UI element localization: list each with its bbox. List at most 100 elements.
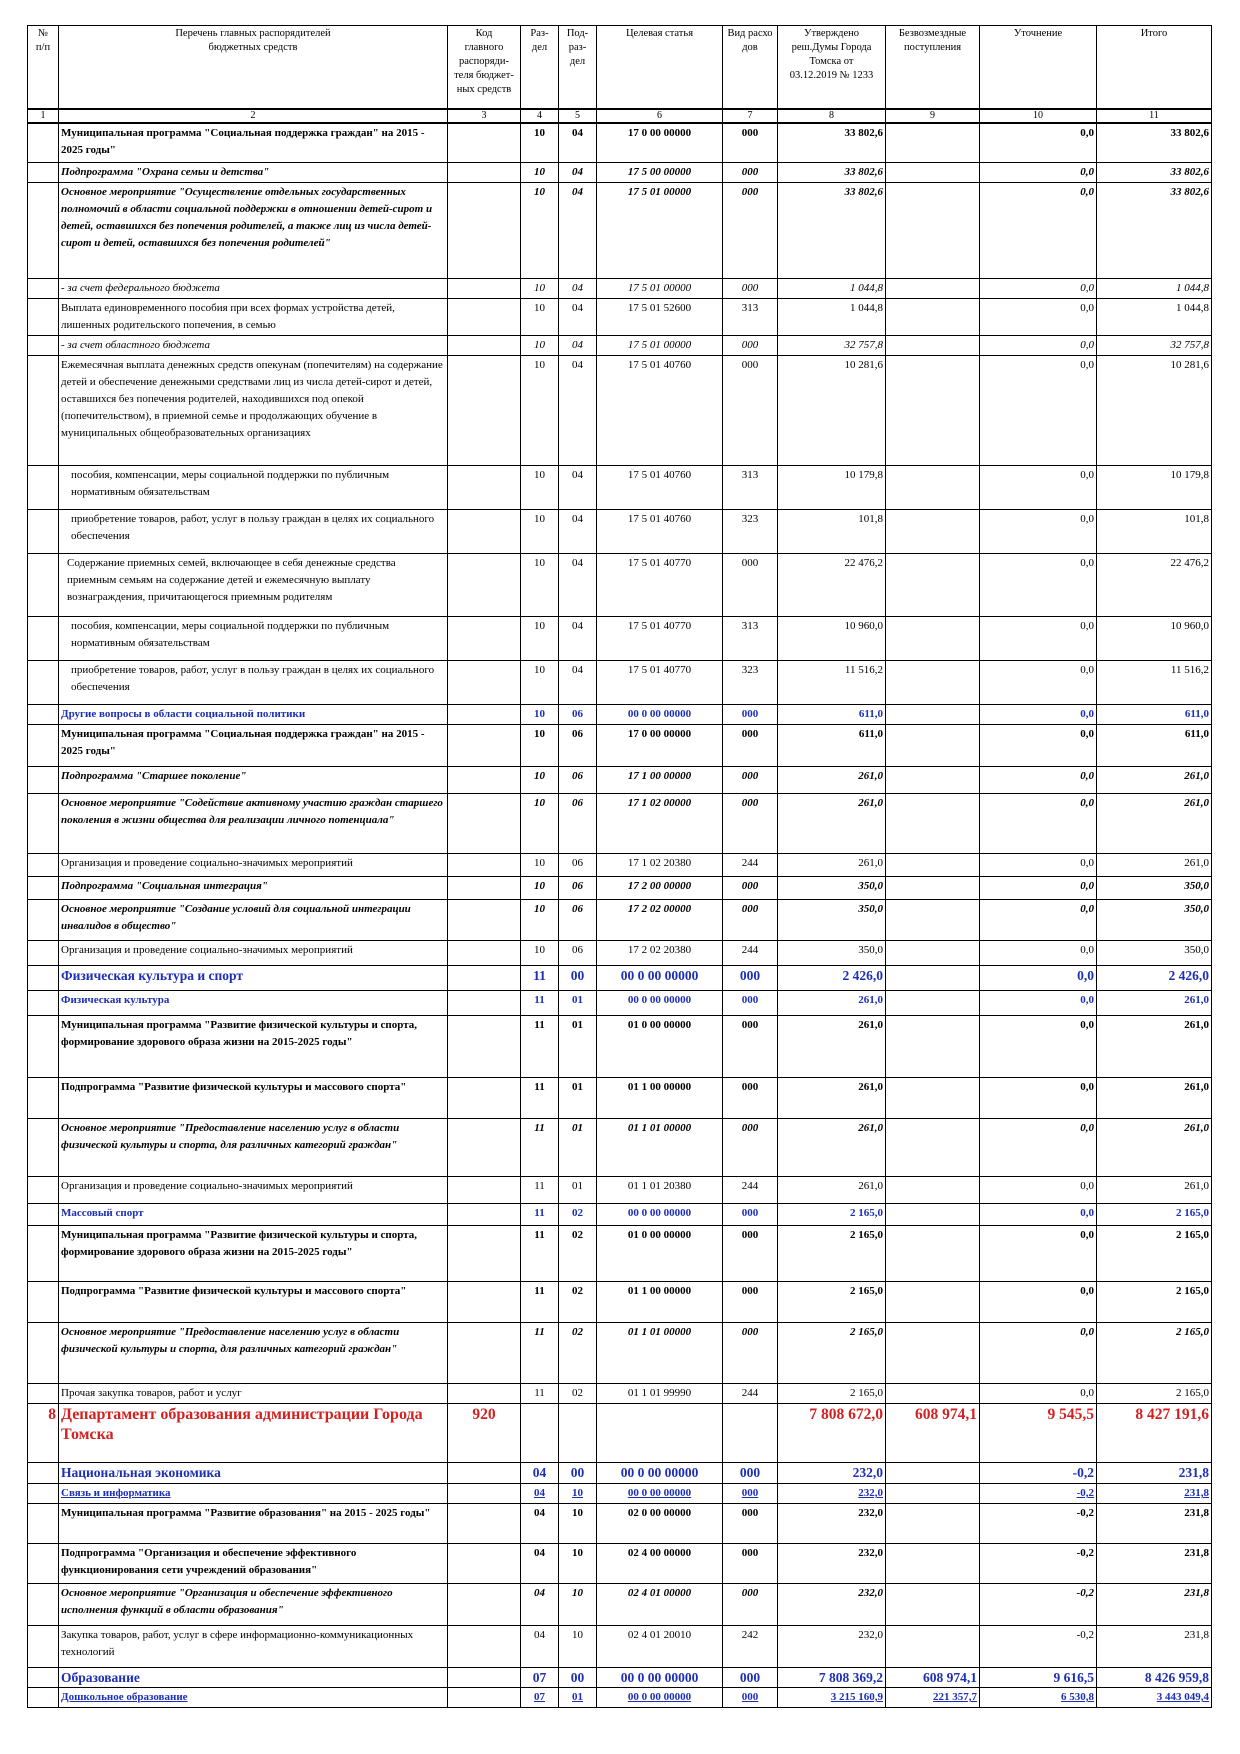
row-code xyxy=(447,1281,521,1323)
row-code xyxy=(447,1225,521,1282)
row-name: Муниципальная программа "Социальная подд… xyxy=(58,122,448,163)
row-target-article: 17 5 01 40760 xyxy=(596,465,723,510)
table-row: Образование 07 00 00 0 00 00000 000 7 808 369… xyxy=(27,1667,1212,1688)
row-razdel: 10 xyxy=(520,298,559,336)
row-target-article: 17 1 02 00000 xyxy=(596,793,723,854)
row-expense-type: 000 xyxy=(722,162,778,183)
row-podrazdel: 06 xyxy=(558,724,597,767)
table-row: Подпрограмма "Развитие физической культу… xyxy=(27,1077,1212,1119)
row-razdel: 10 xyxy=(520,355,559,466)
row-total: 231,8 xyxy=(1096,1625,1212,1668)
row-target-article: 01 1 01 00000 xyxy=(596,1322,723,1384)
row-total: 2 165,0 xyxy=(1096,1225,1212,1282)
table-row: Подпрограмма "Старшее поколение" 10 06 17 1… xyxy=(27,766,1212,794)
row-podrazdel: 04 xyxy=(558,122,597,163)
row-target-article: 17 0 00 00000 xyxy=(596,724,723,767)
row-number xyxy=(27,876,59,900)
row-number xyxy=(27,853,59,877)
row-number xyxy=(27,1383,59,1404)
row-razdel: 10 xyxy=(520,162,559,183)
row-podrazdel: 04 xyxy=(558,298,597,336)
header-target: Целевая статья xyxy=(596,25,723,110)
table-row: Подпрограмма "Развитие физической культу… xyxy=(27,1281,1212,1323)
column-number: 7 xyxy=(722,108,778,124)
row-name: Физическая культура и спорт xyxy=(58,965,448,991)
row-name: Организация и проведение социально-значи… xyxy=(58,853,448,877)
row-number xyxy=(27,162,59,183)
row-number xyxy=(27,965,59,991)
row-razdel: 04 xyxy=(520,1543,559,1584)
row-expense-type: 000 xyxy=(722,1462,778,1484)
row-expense-type: 313 xyxy=(722,616,778,661)
header-approved: Утверждено реш.Думы Города Томска от 03.… xyxy=(777,25,886,110)
row-approved-amount: 10 179,8 xyxy=(777,465,886,510)
row-target-article: 00 0 00 00000 xyxy=(596,1687,723,1708)
row-expense-type: 000 xyxy=(722,990,778,1016)
row-podrazdel: 01 xyxy=(558,1077,597,1119)
row-code xyxy=(447,298,521,336)
row-free-receipts xyxy=(885,616,980,661)
row-name: Основное мероприятие "Создание условий д… xyxy=(58,899,448,941)
row-name: - за счет федерального бюджета xyxy=(58,278,448,299)
table-row: Содержание приемных семей, включающее в … xyxy=(27,553,1212,617)
row-number xyxy=(27,616,59,661)
row-total: 231,8 xyxy=(1096,1543,1212,1584)
row-expense-type: 000 xyxy=(722,1077,778,1119)
row-code xyxy=(447,509,521,554)
row-razdel: 10 xyxy=(520,122,559,163)
row-expense-type: 000 xyxy=(722,1281,778,1323)
row-total: 231,8 xyxy=(1096,1583,1212,1626)
row-approved-amount: 350,0 xyxy=(777,940,886,966)
row-clarification: -0,2 xyxy=(979,1483,1097,1504)
header-razdel: Раз- дел xyxy=(520,25,559,110)
row-total: 261,0 xyxy=(1096,990,1212,1016)
row-clarification: 0,0 xyxy=(979,355,1097,466)
column-number: 3 xyxy=(447,108,521,124)
row-approved-amount: 261,0 xyxy=(777,1176,886,1204)
row-razdel: 10 xyxy=(520,616,559,661)
header-code: Код главного распоряди- теля бюджет- ных… xyxy=(447,25,521,110)
row-razdel: 10 xyxy=(520,465,559,510)
row-clarification: -0,2 xyxy=(979,1543,1097,1584)
row-number xyxy=(27,1543,59,1584)
row-total: 611,0 xyxy=(1096,724,1212,767)
row-free-receipts xyxy=(885,704,980,725)
row-expense-type: 000 xyxy=(722,278,778,299)
row-free-receipts xyxy=(885,1503,980,1544)
table-row: приобретение товаров, работ, услуг в пол… xyxy=(27,660,1212,705)
row-number xyxy=(27,724,59,767)
row-clarification: -0,2 xyxy=(979,1462,1097,1484)
row-name: Организация и проведение социально-значи… xyxy=(58,940,448,966)
row-podrazdel: 04 xyxy=(558,509,597,554)
row-code xyxy=(447,853,521,877)
row-code xyxy=(447,1077,521,1119)
row-approved-amount: 33 802,6 xyxy=(777,162,886,183)
row-podrazdel: 02 xyxy=(558,1383,597,1404)
row-approved-amount: 33 802,6 xyxy=(777,182,886,279)
row-total: 1 044,8 xyxy=(1096,278,1212,299)
row-target-article: 17 5 01 40760 xyxy=(596,509,723,554)
row-razdel: 10 xyxy=(520,660,559,705)
row-total: 33 802,6 xyxy=(1096,162,1212,183)
row-expense-type: 000 xyxy=(722,1118,778,1177)
row-code xyxy=(447,278,521,299)
row-name: приобретение товаров, работ, услуг в пол… xyxy=(58,660,448,705)
row-number xyxy=(27,990,59,1016)
row-expense-type: 000 xyxy=(722,704,778,725)
row-code xyxy=(447,1583,521,1626)
row-podrazdel: 01 xyxy=(558,1687,597,1708)
row-expense-type: 000 xyxy=(722,1203,778,1226)
row-code xyxy=(447,553,521,617)
row-code xyxy=(447,1203,521,1226)
row-clarification: 0,0 xyxy=(979,1077,1097,1119)
column-number: 11 xyxy=(1096,108,1212,124)
table-row: Основное мероприятие "Создание условий д… xyxy=(27,899,1212,941)
row-code xyxy=(447,1667,521,1688)
row-code xyxy=(447,876,521,900)
header-free: Безвозмездные поступления xyxy=(885,25,980,110)
row-clarification: 0,0 xyxy=(979,616,1097,661)
row-clarification: 0,0 xyxy=(979,298,1097,336)
row-expense-type: 313 xyxy=(722,298,778,336)
row-free-receipts xyxy=(885,965,980,991)
row-podrazdel: 02 xyxy=(558,1225,597,1282)
